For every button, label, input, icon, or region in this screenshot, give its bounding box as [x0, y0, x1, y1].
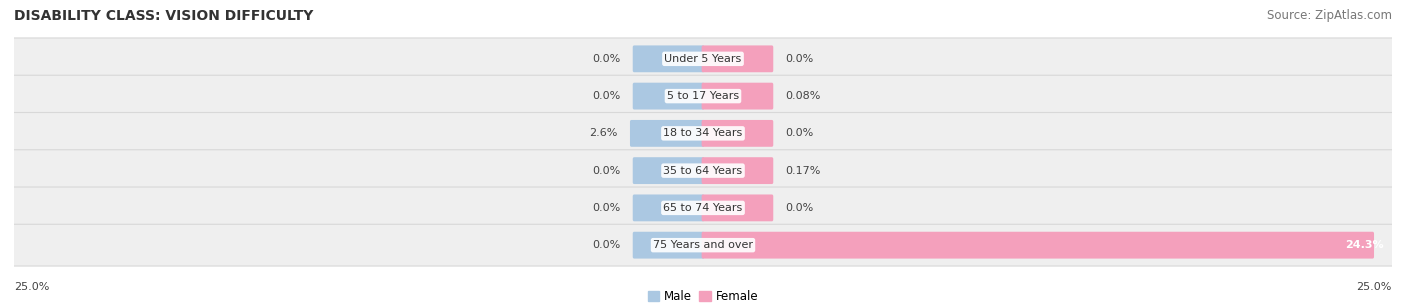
Text: 75 Years and over: 75 Years and over — [652, 240, 754, 250]
Text: 25.0%: 25.0% — [1357, 282, 1392, 292]
Text: 0.17%: 0.17% — [786, 166, 821, 176]
Text: 18 to 34 Years: 18 to 34 Years — [664, 128, 742, 138]
FancyBboxPatch shape — [11, 187, 1395, 229]
Text: 24.3%: 24.3% — [1346, 240, 1384, 250]
FancyBboxPatch shape — [702, 157, 773, 184]
FancyBboxPatch shape — [633, 157, 704, 184]
Text: Under 5 Years: Under 5 Years — [665, 54, 741, 64]
FancyBboxPatch shape — [702, 232, 1374, 259]
FancyBboxPatch shape — [702, 45, 773, 72]
Text: Source: ZipAtlas.com: Source: ZipAtlas.com — [1267, 9, 1392, 22]
Text: 0.0%: 0.0% — [592, 54, 620, 64]
FancyBboxPatch shape — [11, 150, 1395, 192]
Text: 0.0%: 0.0% — [592, 166, 620, 176]
Text: DISABILITY CLASS: VISION DIFFICULTY: DISABILITY CLASS: VISION DIFFICULTY — [14, 9, 314, 23]
FancyBboxPatch shape — [11, 112, 1395, 154]
FancyBboxPatch shape — [702, 195, 773, 221]
FancyBboxPatch shape — [11, 38, 1395, 80]
Legend: Male, Female: Male, Female — [648, 290, 758, 303]
FancyBboxPatch shape — [702, 83, 773, 109]
FancyBboxPatch shape — [11, 75, 1395, 117]
FancyBboxPatch shape — [633, 83, 704, 109]
FancyBboxPatch shape — [11, 224, 1395, 266]
Text: 0.0%: 0.0% — [592, 240, 620, 250]
Text: 25.0%: 25.0% — [14, 282, 49, 292]
FancyBboxPatch shape — [633, 232, 704, 259]
Text: 5 to 17 Years: 5 to 17 Years — [666, 91, 740, 101]
Text: 0.0%: 0.0% — [592, 203, 620, 213]
FancyBboxPatch shape — [633, 195, 704, 221]
Text: 0.0%: 0.0% — [592, 91, 620, 101]
Text: 35 to 64 Years: 35 to 64 Years — [664, 166, 742, 176]
Text: 2.6%: 2.6% — [589, 128, 617, 138]
Text: 0.08%: 0.08% — [786, 91, 821, 101]
Text: 0.0%: 0.0% — [786, 54, 814, 64]
Text: 0.0%: 0.0% — [786, 203, 814, 213]
FancyBboxPatch shape — [702, 120, 773, 147]
FancyBboxPatch shape — [630, 120, 704, 147]
Text: 0.0%: 0.0% — [786, 128, 814, 138]
Text: 65 to 74 Years: 65 to 74 Years — [664, 203, 742, 213]
FancyBboxPatch shape — [633, 45, 704, 72]
